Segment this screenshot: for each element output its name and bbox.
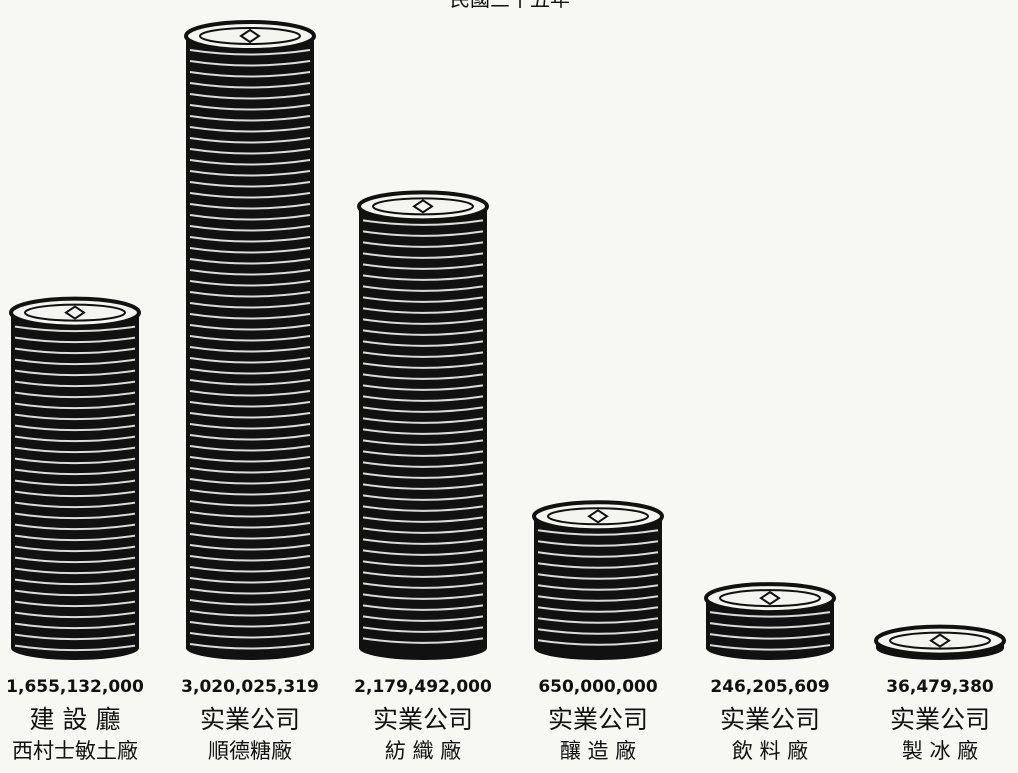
coin-top xyxy=(706,584,834,612)
coin-top xyxy=(186,22,314,50)
category-sublabel: 順德糖廠 xyxy=(208,739,292,763)
coin-top xyxy=(876,627,1004,655)
category-label: 建 設 廳 xyxy=(30,705,121,734)
page: {"chart_data": { "type": "bar", "title":… xyxy=(0,0,1018,773)
coin-top xyxy=(359,192,487,220)
coin-top xyxy=(534,502,662,530)
coin-stack xyxy=(706,584,834,660)
value-label: 2,179,492,000 xyxy=(354,677,492,697)
coin-stack xyxy=(11,299,139,660)
category-sublabel: 製 冰 廠 xyxy=(902,739,978,763)
category-label: 实業公司 xyxy=(890,705,990,734)
value-label: 246,205,609 xyxy=(710,677,829,697)
category-sublabel: 飲 料 廠 xyxy=(732,739,808,763)
bar xyxy=(11,313,139,648)
value-label: 3,020,025,319 xyxy=(181,677,319,697)
value-label: 1,655,132,000 xyxy=(6,677,144,697)
stack-bottom xyxy=(534,636,662,660)
value-label: 650,000,000 xyxy=(538,677,658,697)
bar xyxy=(186,36,314,648)
coin-stack xyxy=(359,192,487,660)
category-label: 实業公司 xyxy=(548,705,648,734)
category-sublabel: 釀 造 廠 xyxy=(560,739,636,763)
coin-stack xyxy=(186,22,314,660)
coin-stack xyxy=(534,502,662,660)
category-sublabel: 西村士敏土廠 xyxy=(12,739,138,763)
category-label: 实業公司 xyxy=(720,705,820,734)
chart-title: 民國三十五年 xyxy=(450,0,570,11)
chart: 民國三十五年 1,655,132,000 建 設 廳西村士敏土廠 3,020,025… xyxy=(0,0,1018,773)
category-label: 实業公司 xyxy=(373,705,473,734)
category-label: 实業公司 xyxy=(200,705,300,734)
coin-stack xyxy=(876,627,1004,660)
coin-top xyxy=(11,299,139,327)
bar xyxy=(359,206,487,648)
bar xyxy=(534,516,662,648)
value-label: 36,479,380 xyxy=(886,677,994,697)
category-sublabel: 紡 織 廠 xyxy=(385,739,461,763)
